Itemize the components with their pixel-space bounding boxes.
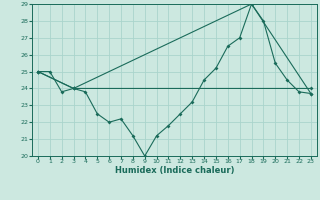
X-axis label: Humidex (Indice chaleur): Humidex (Indice chaleur) [115,166,234,175]
